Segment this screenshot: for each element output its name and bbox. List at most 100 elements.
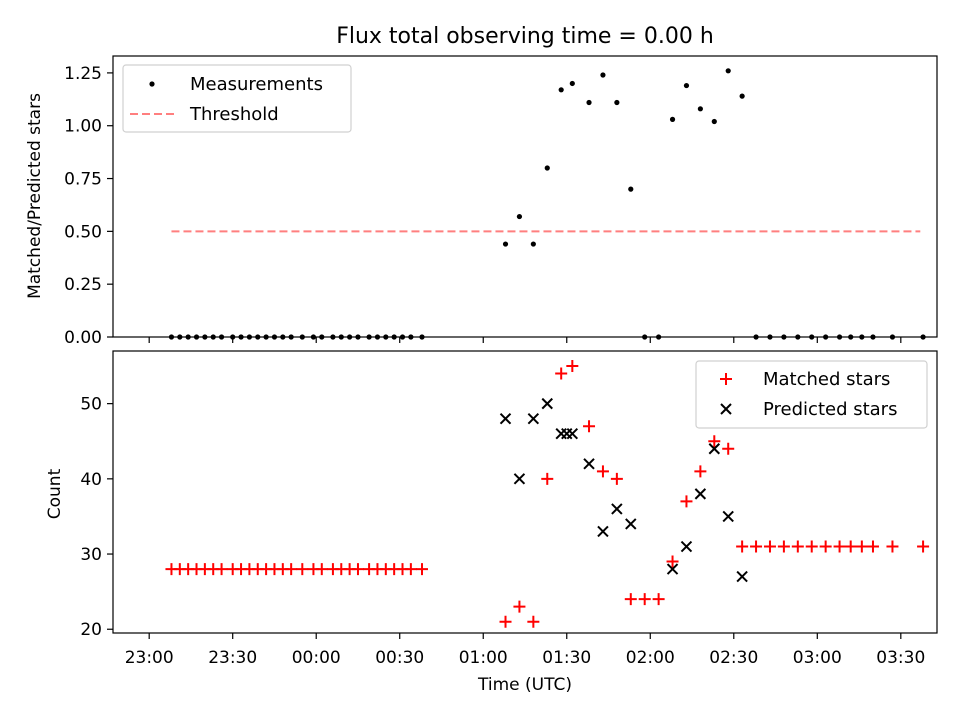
predicted-star-point <box>625 518 637 530</box>
matched-star-point <box>844 540 857 553</box>
matched-star-point <box>596 465 609 478</box>
predicted-star-point <box>513 473 526 485</box>
bottom-legend: Matched stars Predicted stars <box>695 360 928 429</box>
matched-star-point <box>610 472 623 485</box>
bottom-y-tick-label: 20 <box>80 620 102 640</box>
bottom-y-tick-label: 30 <box>80 545 102 565</box>
top-y-axis-label: Matched/Predicted stars <box>25 93 45 299</box>
matched-star-point <box>638 593 651 606</box>
predicted-star-point <box>666 563 679 575</box>
predicted-star-point <box>708 443 721 455</box>
measurement-point <box>516 213 523 220</box>
matched-star-point <box>819 540 832 553</box>
matched-star-point <box>416 563 428 576</box>
measurement-point <box>614 99 620 106</box>
matched-star-point <box>513 600 526 613</box>
matched-star-point <box>499 615 512 628</box>
bottom-y-axis-label: Count <box>45 468 65 519</box>
matched-star-point <box>886 540 899 553</box>
measurement-point <box>600 72 606 78</box>
matched-star-point <box>791 540 804 553</box>
legend-predicted-label: Predicted stars <box>763 399 897 420</box>
matched-star-point <box>285 563 298 576</box>
matched-star-point <box>541 472 554 485</box>
matched-star-point <box>736 540 749 553</box>
predicted-star-point <box>722 510 734 523</box>
top-y-tick-label: 0.25 <box>64 275 102 295</box>
matched-star-point <box>750 540 763 553</box>
legend-matched-marker <box>720 373 732 385</box>
matched-star-point <box>624 593 637 606</box>
bottom-y-tick-label: 50 <box>80 395 102 415</box>
predicted-star-point <box>499 412 512 425</box>
top-panel: Matched/Predicted stars 0.00 0.25 0.50 0.75… <box>25 55 938 348</box>
measurement-point <box>502 241 509 247</box>
predicted-star-point <box>680 540 693 553</box>
legend-threshold-label: Threshold <box>189 104 279 125</box>
x-tick-label: 03:30 <box>876 648 925 668</box>
measurement-point <box>683 82 690 89</box>
matched-star-point <box>566 360 579 373</box>
matched-star-point <box>855 540 868 553</box>
predicted-star-point <box>527 412 540 425</box>
matched-star-point <box>296 563 309 576</box>
measurement-point <box>544 165 550 171</box>
predicted-star-point <box>555 428 567 440</box>
matched-star-point <box>315 563 328 576</box>
x-tick-label: 23:30 <box>208 648 257 668</box>
measurement-point <box>586 99 592 106</box>
matched-star-point <box>351 563 364 576</box>
x-tick-label: 23:00 <box>125 648 174 668</box>
measurement-point <box>558 87 564 93</box>
legend-measurements-marker <box>149 81 155 87</box>
matched-star-point <box>866 540 879 553</box>
x-tick-label: 02:00 <box>626 648 675 668</box>
predicted-star-point <box>736 570 748 583</box>
matched-star-point <box>722 442 735 455</box>
bottom-y-tick-label: 40 <box>80 470 102 490</box>
matched-star-point <box>763 540 776 553</box>
legend-matched-label: Matched stars <box>763 369 890 390</box>
matched-star-point <box>652 593 665 606</box>
measurement-point <box>669 116 676 122</box>
matched-star-point <box>777 540 790 553</box>
measurement-point <box>569 80 575 87</box>
measurement-point <box>628 186 634 192</box>
x-axis-label: Time (UTC) <box>477 675 572 695</box>
top-y-tick-label: 0.75 <box>64 170 102 190</box>
predicted-star-point <box>611 503 623 515</box>
x-tick-label: 00:30 <box>375 648 424 668</box>
x-tick-label: 02:30 <box>709 648 758 668</box>
top-y-tick-label: 1.00 <box>64 117 102 137</box>
top-axes-frame <box>112 55 938 338</box>
top-y-tick-label: 0.00 <box>64 328 102 348</box>
x-tick-label: 03:00 <box>793 648 842 668</box>
matched-star-point <box>527 615 540 628</box>
bottom-axes-frame <box>112 350 938 634</box>
matched-star-point <box>666 555 679 568</box>
matched-star-point <box>215 563 228 576</box>
predicted-star-point <box>694 488 707 500</box>
legend-predicted-marker <box>720 403 732 415</box>
legend-measurements-label: Measurements <box>190 74 323 95</box>
matched-star-point <box>917 540 930 553</box>
matched-star-point <box>555 367 568 380</box>
measurement-point <box>725 68 731 74</box>
matched-star-point <box>404 563 417 576</box>
predicted-star-point <box>583 458 595 470</box>
top-y-tick-label: 0.50 <box>64 222 102 242</box>
measurement-point <box>739 93 745 99</box>
top-legend: Measurements Threshold <box>122 64 352 133</box>
matched-star-point <box>805 540 818 553</box>
measurement-point <box>697 106 703 112</box>
x-tick-label: 01:30 <box>542 648 591 668</box>
predicted-star-point <box>566 428 579 440</box>
x-tick-label: 00:00 <box>292 648 341 668</box>
matched-star-point <box>694 465 707 478</box>
predicted-star-point <box>541 397 553 410</box>
predicted-star-point <box>561 428 573 440</box>
matched-star-point <box>833 540 846 553</box>
chart-title: Flux total observing time = 0.00 h <box>336 24 714 49</box>
matched-star-point <box>583 420 596 433</box>
bottom-panel: Count 20 30 40 50 23:00 23:30 00:00 00:30 01:00 0… <box>45 350 938 695</box>
